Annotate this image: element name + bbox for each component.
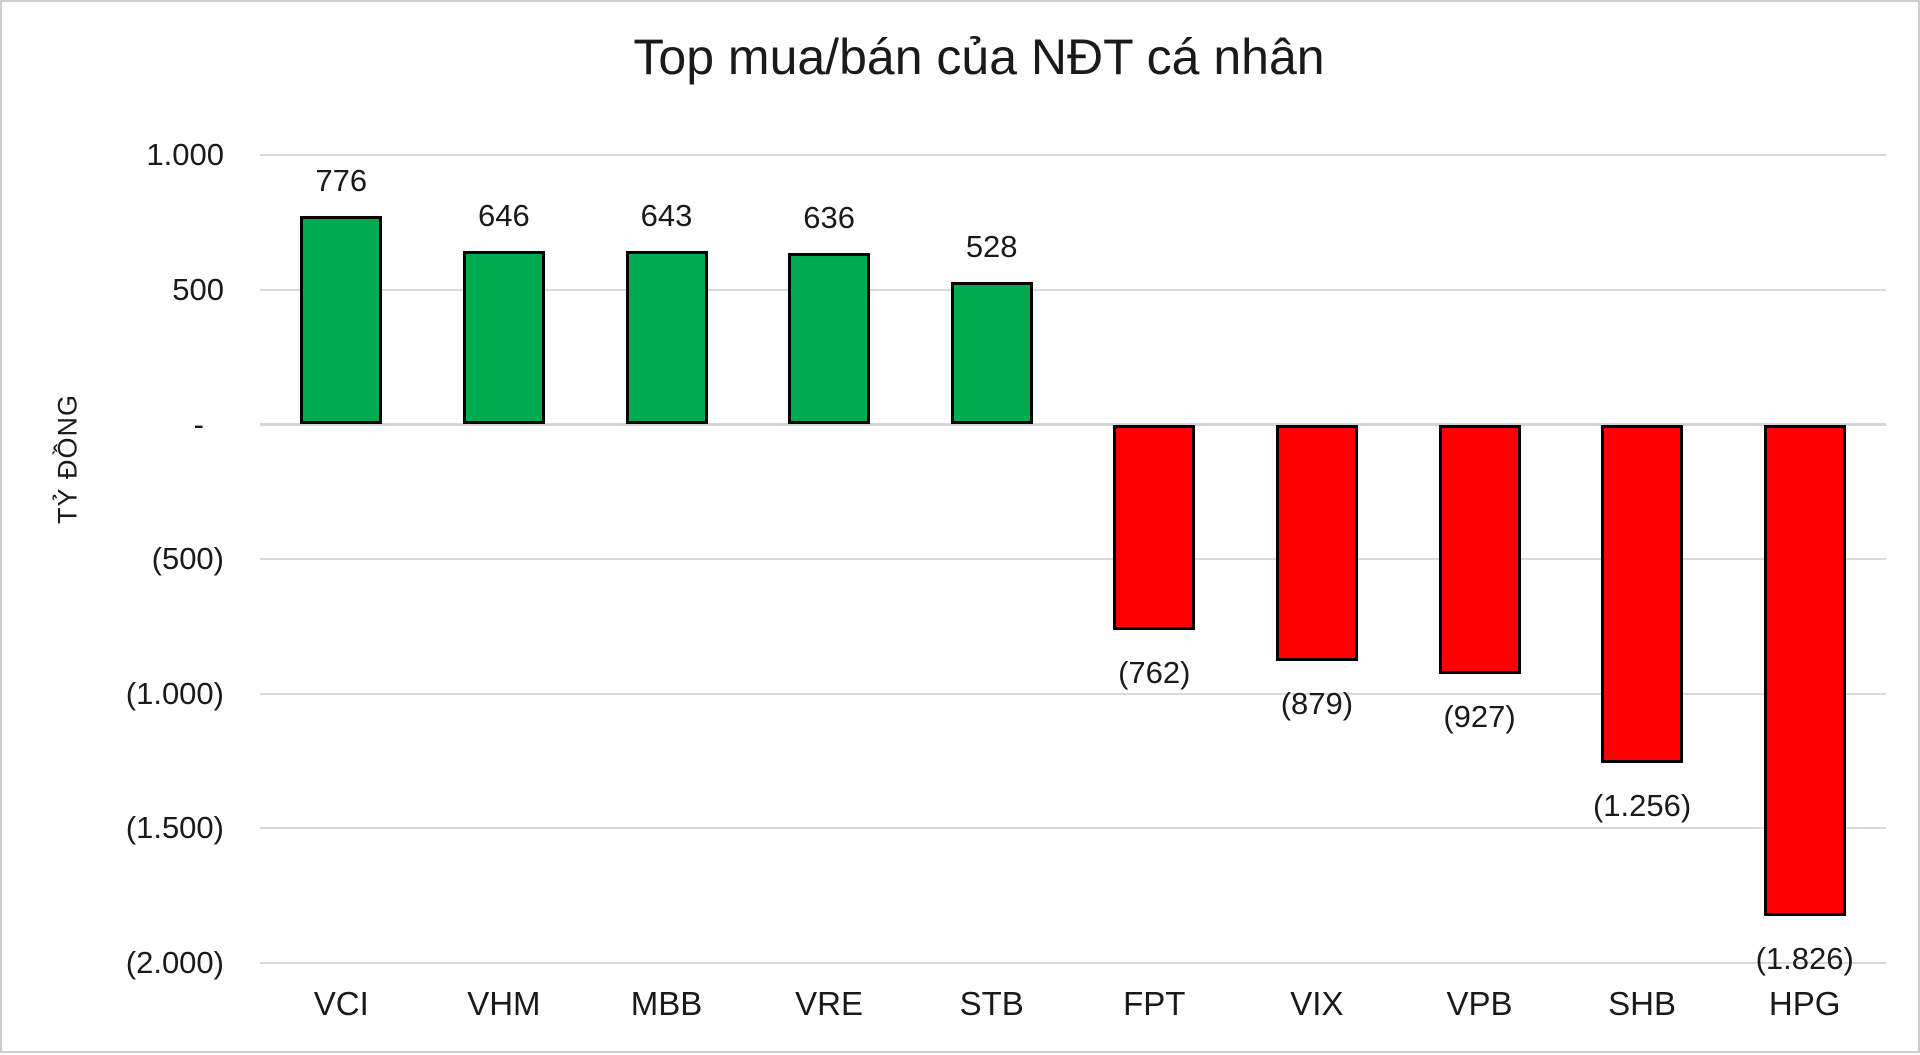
- gridline: [260, 827, 1886, 830]
- gridline: [260, 154, 1886, 157]
- bar-value-label: (762): [1118, 654, 1191, 690]
- bar: [1763, 424, 1846, 917]
- chart-title: Top mua/bán của NĐT cá nhân: [633, 29, 1325, 85]
- category-label: STB: [959, 985, 1024, 1022]
- y-tick-label: -: [193, 406, 204, 442]
- gridline: [260, 692, 1886, 695]
- bar: [300, 215, 383, 425]
- category-label: VHM: [467, 985, 541, 1022]
- bar-value-label: 776: [315, 162, 368, 198]
- category-label: FPT: [1123, 985, 1186, 1022]
- category-label: SHB: [1608, 985, 1677, 1022]
- bar: [1601, 424, 1684, 763]
- category-label: HPG: [1768, 985, 1841, 1022]
- category-label: MBB: [630, 985, 703, 1022]
- bar-value-label: (879): [1280, 686, 1354, 722]
- bar-value-label: (927): [1443, 699, 1516, 735]
- gridline: [260, 423, 1886, 426]
- bar: [1438, 424, 1521, 675]
- y-tick-label: (1.500): [125, 810, 224, 846]
- gridline: [260, 558, 1886, 561]
- bar: [625, 251, 708, 425]
- y-tick-label: (1.000): [125, 675, 224, 711]
- bar-value-label: (1.826): [1755, 941, 1854, 977]
- bar: [950, 282, 1033, 425]
- y-tick-label: (500): [151, 541, 224, 577]
- category-label: VRE: [795, 985, 864, 1022]
- bar: [788, 253, 871, 425]
- bar-value-label: 636: [803, 200, 855, 236]
- category-label: VCI: [313, 985, 369, 1022]
- bar: [1275, 424, 1358, 662]
- gridline: [260, 288, 1886, 291]
- bar: [462, 250, 545, 425]
- bar-value-label: (1.256): [1592, 787, 1692, 823]
- gridline: [260, 962, 1886, 965]
- bar-value-label: 528: [965, 229, 1018, 265]
- category-label: VPB: [1446, 985, 1513, 1022]
- y-tick-label: (2.000): [125, 945, 224, 981]
- bar-value-label: 643: [640, 198, 693, 234]
- y-tick-label: 500: [172, 271, 224, 307]
- category-label: VIX: [1290, 985, 1344, 1022]
- bar-value-label: 646: [478, 197, 530, 233]
- bar: [1113, 424, 1196, 630]
- y-tick-label: 1.000: [146, 137, 224, 173]
